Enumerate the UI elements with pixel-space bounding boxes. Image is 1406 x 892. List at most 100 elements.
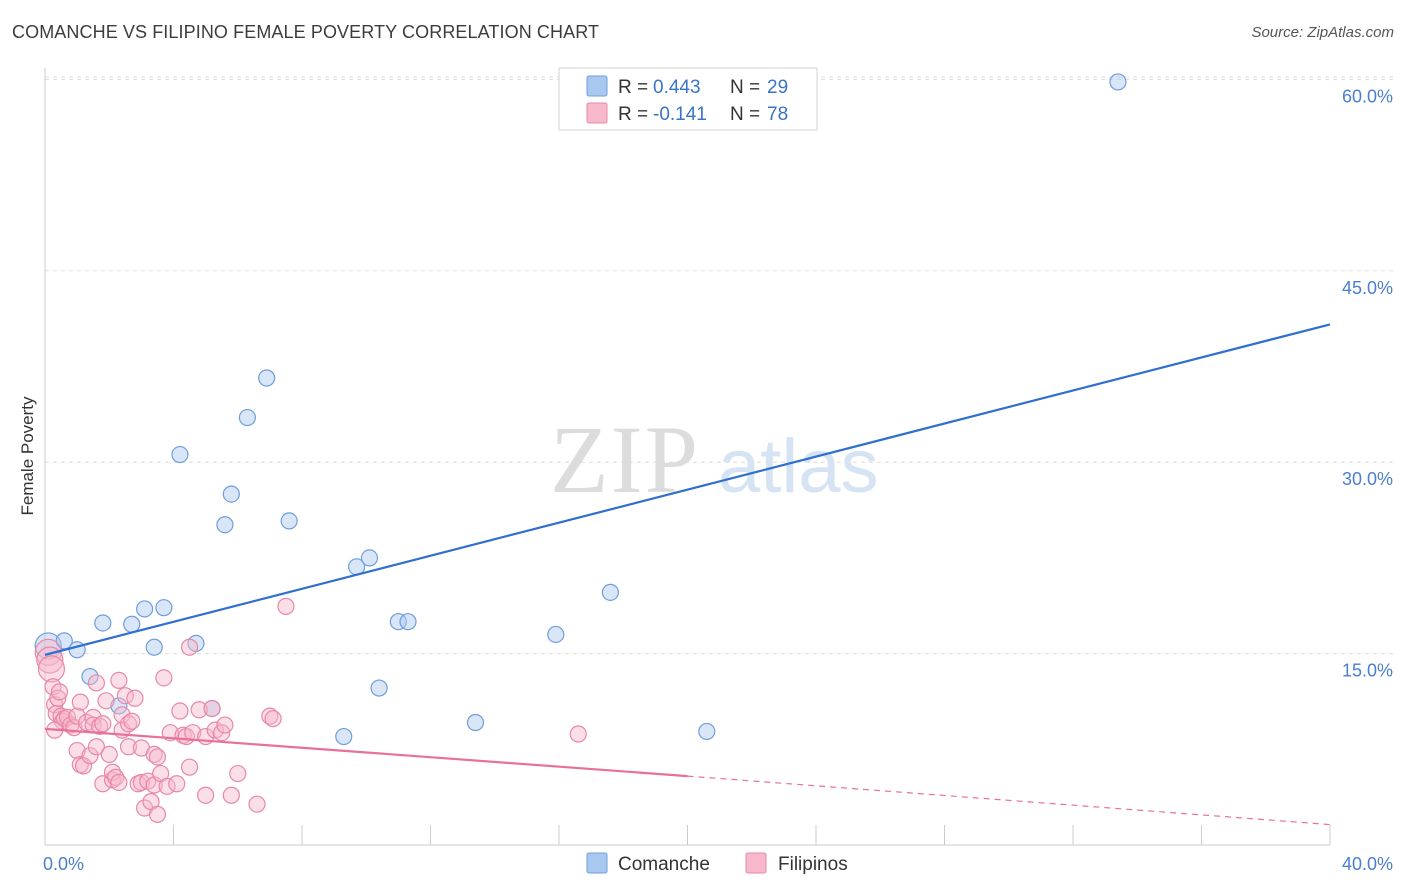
point-filipinos-48 (145, 745, 163, 764)
point-comanche-15 (238, 408, 256, 427)
data-points (34, 73, 1127, 823)
point-filipinos-55 (168, 775, 186, 793)
trend-line-filipinos (44, 727, 688, 778)
point-comanche-21 (370, 679, 388, 697)
watermark: ZIP atlas (550, 406, 879, 513)
point-filipinos-31 (107, 768, 125, 786)
bottom-legend-swatch-filipinos (745, 852, 767, 874)
x-tick-labels: 0.0% 40.0% (43, 854, 1393, 874)
watermark-zip: ZIP (550, 406, 700, 513)
y-tick-label-2: 45.0% (1342, 278, 1393, 298)
point-comanche-8 (145, 638, 163, 656)
point-comanche-16 (258, 369, 276, 387)
legend-r-label-filipinos: R = (618, 104, 648, 125)
point-comanche-26 (601, 583, 620, 601)
point-comanche-27 (698, 722, 716, 741)
point-filipinos-53 (158, 777, 176, 795)
y-tick-label-1: 30.0% (1342, 469, 1393, 489)
point-filipinos-2 (37, 655, 66, 683)
source-credit: Source: ZipAtlas.com (1251, 24, 1394, 41)
point-comanche-18 (335, 727, 353, 746)
point-filipinos-1 (36, 646, 64, 674)
trend-lines (44, 323, 1331, 826)
trend-extension-filipinos (687, 775, 1331, 826)
point-filipinos-71 (248, 795, 266, 813)
point-filipinos-72 (261, 707, 279, 725)
point-filipinos-15 (71, 693, 89, 711)
legend-n-label-filipinos: N = (730, 104, 760, 125)
point-filipinos-39 (123, 712, 141, 730)
point-filipinos-35 (113, 706, 131, 724)
point-filipinos-38 (119, 715, 138, 733)
point-filipinos-0 (34, 638, 62, 666)
point-filipinos-52 (155, 669, 173, 687)
point-filipinos-22 (87, 738, 106, 756)
point-filipinos-6 (49, 689, 67, 707)
point-filipinos-17 (74, 757, 93, 775)
point-filipinos-62 (190, 701, 208, 719)
point-filipinos-75 (569, 725, 587, 743)
point-comanche-6 (123, 615, 141, 633)
point-filipinos-40 (126, 689, 144, 707)
point-comanche-25 (547, 625, 565, 644)
point-comanche-20 (360, 549, 379, 567)
legend-n-value-comanche: 29 (767, 77, 788, 98)
point-filipinos-65 (203, 699, 221, 718)
point-filipinos-26 (94, 715, 112, 733)
legend-r-value-filipinos: -0.141 (653, 104, 707, 125)
point-filipinos-32 (110, 671, 128, 689)
bottom-legend-swatch-comanche (586, 852, 608, 874)
point-filipinos-68 (216, 716, 234, 734)
point-comanche-24 (466, 713, 485, 732)
point-filipinos-23 (87, 674, 106, 692)
point-comanche-17 (280, 512, 298, 530)
point-filipinos-73 (264, 710, 282, 728)
chart-title: COMANCHE VS FILIPINO FEMALE POVERTY CORR… (12, 22, 600, 42)
legend-n-label-comanche: N = (730, 77, 760, 98)
point-filipinos-30 (103, 763, 122, 781)
point-filipinos-69 (222, 786, 240, 804)
legend-swatch-filipinos (586, 102, 608, 124)
point-comanche-9 (155, 599, 173, 617)
point-comanche-13 (216, 516, 234, 534)
point-filipinos-56 (171, 702, 189, 720)
legend-r-label-comanche: R = (618, 77, 648, 98)
watermark-atlas: atlas (718, 424, 879, 509)
axes (44, 68, 1331, 846)
point-filipinos-63 (197, 786, 215, 804)
point-filipinos-70 (229, 764, 247, 783)
legend-n-value-filipinos: 78 (767, 104, 788, 125)
y-tick-label-0: 15.0% (1342, 661, 1393, 681)
point-filipinos-28 (100, 745, 118, 764)
point-comanche-5 (110, 697, 128, 715)
point-filipinos-50 (148, 748, 167, 766)
point-comanche-14 (222, 485, 240, 503)
point-filipinos-19 (81, 747, 99, 765)
legend-r-value-comanche: 0.443 (653, 77, 701, 98)
point-filipinos-14 (68, 741, 86, 760)
point-filipinos-37 (119, 738, 138, 756)
y-tick-labels: 15.0% 30.0% 45.0% 60.0% (1342, 86, 1393, 680)
point-comanche-4 (94, 614, 112, 632)
point-filipinos-77 (50, 683, 69, 701)
point-filipinos-60 (180, 758, 199, 776)
point-comanche-22 (389, 613, 407, 631)
point-filipinos-33 (110, 773, 128, 792)
point-filipinos-42 (132, 773, 150, 792)
bottom-legend: Comanche Filipinos (586, 852, 848, 875)
legend: R = 0.443 N = 29 R = -0.141 N = 78 (558, 67, 818, 131)
point-filipinos-36 (116, 687, 134, 705)
point-comanche-23 (399, 613, 417, 631)
bottom-legend-label-comanche: Comanche (618, 854, 710, 875)
point-filipinos-27 (97, 692, 115, 710)
legend-swatch-comanche (586, 75, 608, 97)
x-tick-label-1: 40.0% (1342, 854, 1393, 874)
grid-lines (45, 76, 1395, 655)
y-tick-label-3: 60.0% (1342, 86, 1393, 106)
x-tick-label-0: 0.0% (43, 854, 84, 874)
point-filipinos-49 (148, 805, 167, 823)
point-comanche-7 (135, 600, 154, 618)
bottom-legend-label-filipinos: Filipinos (778, 854, 848, 875)
point-filipinos-24 (91, 717, 109, 735)
